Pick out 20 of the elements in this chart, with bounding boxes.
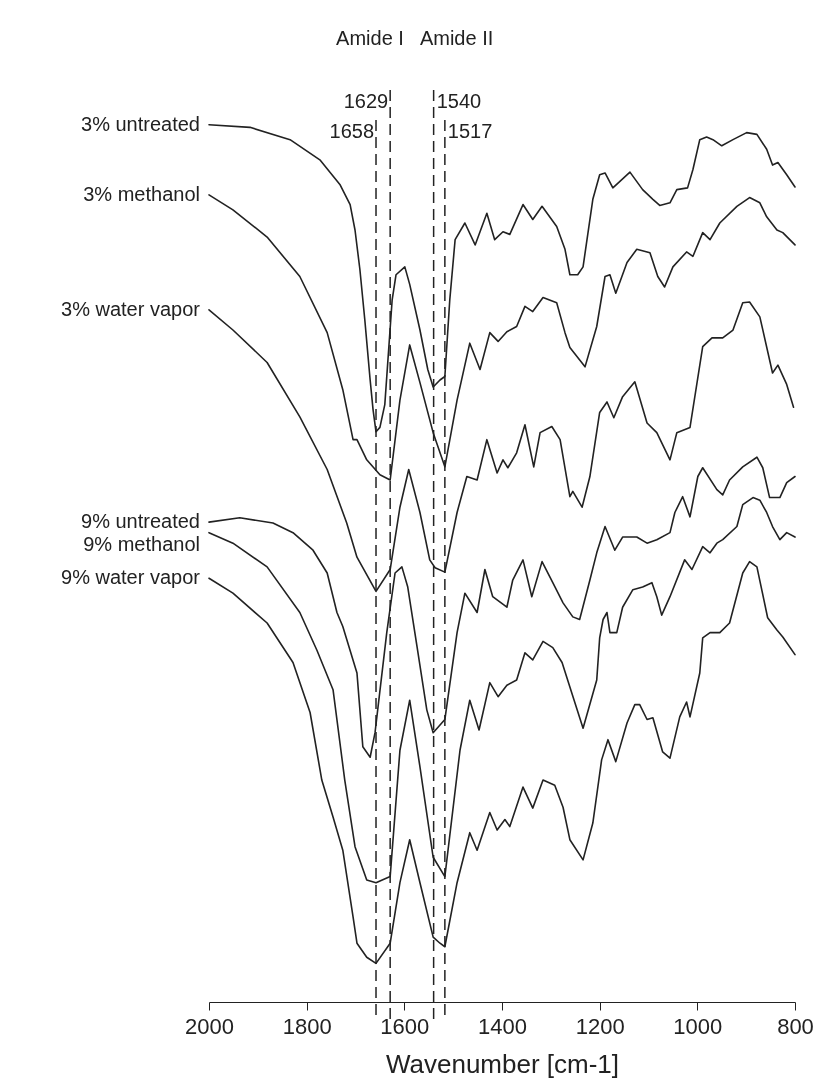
x-axis-title: Wavenumber [cm-1] xyxy=(385,1048,620,1079)
series-label: 9% water vapor xyxy=(61,566,201,589)
x-tick-label: 1000 xyxy=(673,1013,723,1039)
series-label: 3% methanol xyxy=(83,182,200,205)
x-tick-label: 2000 xyxy=(185,1013,234,1039)
ref-line-label: 1540 xyxy=(436,90,482,112)
ref-line-label: 1658 xyxy=(329,120,375,142)
series-label: 9% untreated xyxy=(81,510,200,533)
x-tick-label: 1800 xyxy=(282,1013,332,1039)
ref-line-label: 1629 xyxy=(343,90,389,112)
ref-line-label: 1517 xyxy=(447,120,493,142)
x-tick-label: 800 xyxy=(777,1013,814,1039)
series-label: 3% untreated xyxy=(81,112,200,135)
x-tick-label: 1600 xyxy=(380,1013,430,1039)
series-label: 9% methanol xyxy=(83,533,200,556)
text: Amide II xyxy=(419,27,494,49)
series-label: 3% water vapor xyxy=(61,297,201,320)
x-tick-label: 1400 xyxy=(478,1013,527,1039)
x-tick-label: 1200 xyxy=(575,1013,625,1039)
text: Amide I xyxy=(336,27,404,49)
